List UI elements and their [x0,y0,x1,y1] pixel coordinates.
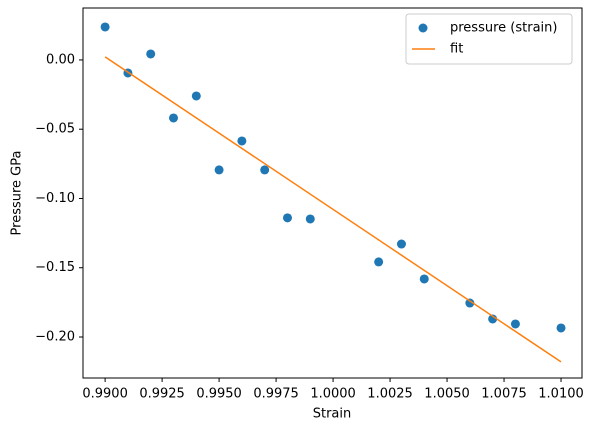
legend [405,13,573,65]
plot-frame [82,7,583,379]
scatter-point [214,165,224,175]
y-axis-label: Pressure GPa [10,151,25,236]
scatter-point [237,136,247,146]
scatter-point [419,274,429,284]
legend-label: pressure (strain) [450,21,557,36]
scatter-point [396,239,406,249]
scatter-point [465,298,475,308]
x-tick-label: 1.0025 [367,387,413,402]
x-tick-label: 0.9975 [253,387,299,402]
scatter-point [374,257,384,267]
y-tick-label: −0.05 [35,122,75,137]
scatter-point [168,113,178,123]
x-tick-label: 1.0100 [538,387,584,402]
legend-marker [418,23,428,33]
scatter-point [191,91,201,101]
legend-label: fit [450,42,463,57]
scatter-point [510,319,520,329]
x-tick-label: 1.0075 [481,387,527,402]
y-tick-label: −0.10 [35,191,75,206]
scatter-point [305,214,315,224]
scatter-point [282,213,292,223]
scatter-point [488,314,498,324]
y-tick-label: −0.15 [35,260,75,275]
fit-line [104,56,562,363]
scatter-point [100,22,110,32]
x-tick-label: 0.9950 [196,387,242,402]
y-tick-label: −0.20 [35,329,75,344]
scatter-point [260,165,270,175]
x-tick-label: 0.9900 [82,387,128,402]
x-tick-label: 1.0050 [424,387,470,402]
scatter-point [146,49,156,59]
x-tick-label: 0.9925 [139,387,185,402]
x-axis-label: Strain [313,407,352,422]
y-tick-label: 0.00 [46,52,75,67]
scatter-point [556,323,566,333]
x-tick-label: 1.0000 [310,387,356,402]
